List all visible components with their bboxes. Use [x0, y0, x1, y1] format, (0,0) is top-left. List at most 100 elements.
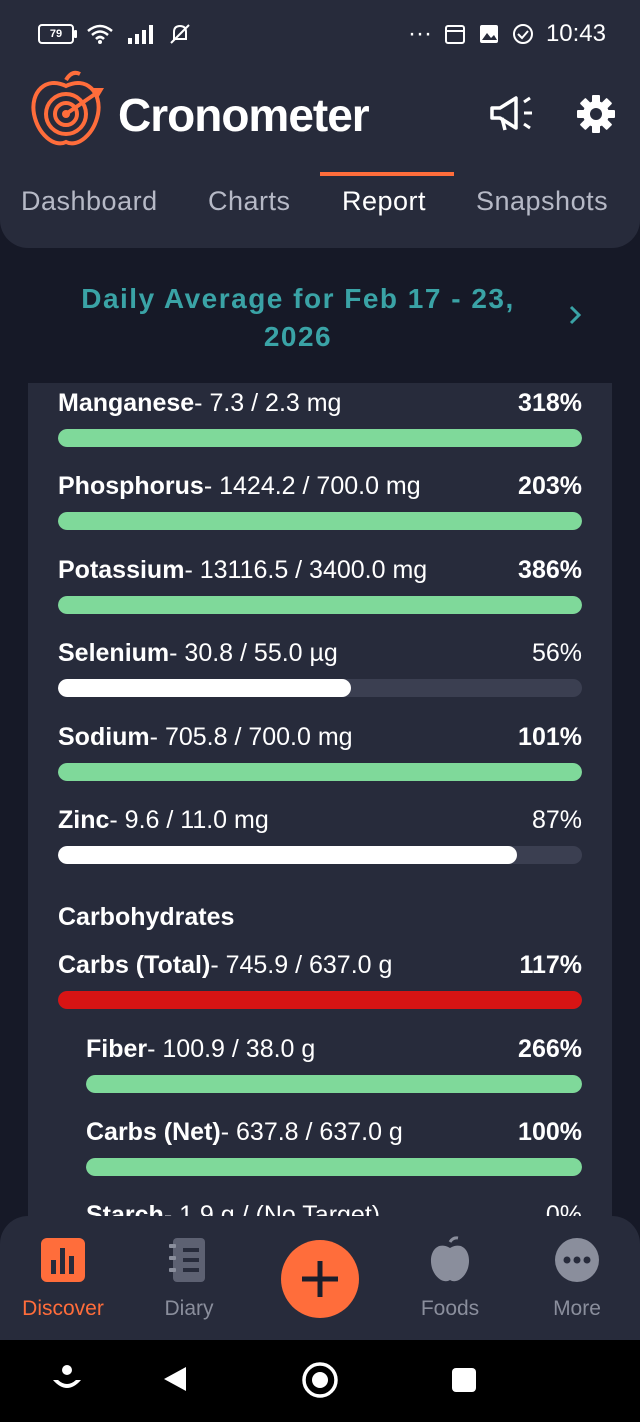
- nav-diary[interactable]: Diary: [134, 1236, 244, 1321]
- nav-foods[interactable]: Foods: [395, 1236, 505, 1321]
- progress-fill: [58, 595, 582, 614]
- progress-track: [86, 1158, 582, 1176]
- progress-track: [58, 679, 582, 698]
- progress-fill: [58, 679, 352, 698]
- status-right: ··· 10:43: [408, 20, 606, 48]
- nutrient-name: Starch: [86, 1201, 164, 1218]
- nutrient-percent: 100%: [518, 1118, 582, 1146]
- nutrient-amount: - 745.9 / 637.0 g: [210, 951, 393, 979]
- apple-icon: [430, 1236, 470, 1282]
- nav-foods-label: Foods: [420, 1297, 480, 1320]
- nutrient-percent: 87%: [531, 806, 582, 834]
- report-date-line1: Daily Average for Feb 17 - 23,: [81, 283, 515, 314]
- progress-track: [58, 512, 582, 531]
- nutrient-amount: - 13116.5 / 3400.0 mg: [184, 555, 428, 584]
- progress-fill: [86, 1075, 582, 1093]
- progress-track: [58, 846, 582, 864]
- progress-fill: [58, 429, 582, 447]
- tab-bar: Dashboard Charts Report Snapshots: [0, 178, 640, 248]
- nutrient-label: Zinc- 9.6 / 11.0 mg: [58, 806, 269, 835]
- nutrient-amount: - 705.8 / 700.0 mg: [149, 722, 353, 751]
- overflow-dots: ···: [407, 20, 432, 47]
- progress-fill: [58, 512, 582, 531]
- report-date-line2: 2026: [263, 321, 333, 352]
- system-navigation-bar: [0, 1340, 640, 1422]
- nutrient-name: Potassium: [58, 555, 185, 584]
- bottom-navigation: Discover Diary Foods More: [0, 1216, 640, 1340]
- nutrient-label: Manganese- 7.3 / 2.3 mg: [58, 389, 341, 418]
- gear-icon[interactable]: [576, 94, 616, 134]
- progress-track: [58, 991, 582, 1009]
- nutrient-label: Carbs (Net)- 637.8 / 637.0 g: [86, 1118, 403, 1147]
- nutrient-row[interactable]: Potassium- 13116.5 / 3400.0 mg 386%: [28, 556, 612, 636]
- status-bar: 79 ··· 10:43: [0, 0, 640, 70]
- nutrient-percent: 117%: [519, 951, 582, 979]
- more-icon: [555, 1238, 599, 1282]
- signal-icon: [128, 25, 153, 44]
- app-brand: Cronometer: [118, 89, 370, 141]
- nutrient-row[interactable]: Sodium- 705.8 / 700.0 mg 101%: [28, 723, 612, 803]
- megaphone-icon[interactable]: [488, 92, 536, 136]
- chart-icon: [41, 1238, 85, 1282]
- nutrient-label: Phosphorus- 1424.2 / 700.0 mg: [58, 472, 421, 501]
- nutrient-amount: - 637.8 / 637.0 g: [220, 1118, 403, 1146]
- nutrient-row[interactable]: Carbs (Total)- 745.9 / 637.0 g 117%: [28, 951, 612, 1031]
- home-icon[interactable]: [300, 1360, 340, 1400]
- tab-dashboard[interactable]: Dashboard: [21, 186, 158, 216]
- calendar-icon: [444, 25, 465, 44]
- section-title-carbohydrates: Carbohydrates: [58, 903, 235, 931]
- nutrient-name: Zinc: [58, 806, 110, 834]
- nav-discover-label: Discover: [22, 1297, 104, 1320]
- recents-icon[interactable]: [450, 1366, 478, 1394]
- nutrient-name: Carbs (Net): [86, 1118, 221, 1146]
- nutrient-percent: 56%: [531, 639, 582, 668]
- nutrient-percent: 318%: [518, 389, 582, 417]
- nutrient-label: Sodium- 705.8 / 700.0 mg: [58, 723, 353, 752]
- nutrient-percent: 0%: [545, 1201, 582, 1218]
- tab-report[interactable]: Report: [342, 186, 427, 216]
- nutrient-amount: - 100.9 / 38.0 g: [147, 1035, 316, 1063]
- nutrient-amount: - 1424.2 / 700.0 mg: [203, 472, 421, 501]
- assistant-icon[interactable]: [50, 1362, 84, 1396]
- tab-charts[interactable]: Charts: [208, 186, 291, 216]
- nutrient-name: Selenium: [58, 639, 170, 668]
- nutrient-amount: - 1.9 g / (No Target): [163, 1201, 381, 1218]
- nutrient-percent: 203%: [518, 472, 582, 501]
- progress-track: [58, 429, 582, 447]
- add-button[interactable]: [281, 1240, 359, 1318]
- check-circle-icon: [512, 24, 533, 44]
- nav-diary-label: Diary: [164, 1297, 214, 1320]
- report-date-title[interactable]: Daily Average for Feb 17 - 23, 2026: [60, 280, 536, 356]
- nutrient-row[interactable]: Zinc- 9.6 / 11.0 mg 87%: [28, 806, 612, 886]
- nutrient-row[interactable]: Phosphorus- 1424.2 / 700.0 mg 203%: [28, 472, 612, 552]
- chevron-right-icon[interactable]: [562, 302, 588, 328]
- nutrient-row[interactable]: Starch- 1.9 g / (No Target) 0%: [28, 1201, 612, 1218]
- mute-bell-icon: [170, 24, 190, 44]
- nutrient-label: Potassium- 13116.5 / 3400.0 mg: [58, 556, 427, 585]
- status-left: 79: [38, 22, 192, 46]
- nav-more[interactable]: More: [522, 1236, 632, 1321]
- nutrient-report-panel[interactable]: Manganese- 7.3 / 2.3 mg 318% Phosphorus- 1…: [28, 383, 612, 1218]
- back-icon[interactable]: [160, 1364, 190, 1394]
- tab-snapshots[interactable]: Snapshots: [476, 186, 609, 216]
- active-tab-indicator: [320, 172, 454, 176]
- battery-icon: 79: [38, 24, 77, 44]
- nutrient-name: Phosphorus: [58, 472, 204, 501]
- nutrient-name: Manganese: [58, 389, 195, 417]
- progress-track: [86, 1075, 582, 1093]
- nutrient-label: Carbs (Total)- 745.9 / 637.0 g: [58, 951, 392, 980]
- nutrient-row[interactable]: Manganese- 7.3 / 2.3 mg 318%: [28, 389, 612, 469]
- wifi-icon: [87, 24, 113, 44]
- nutrient-row[interactable]: Carbs (Net)- 637.8 / 637.0 g 100%: [28, 1118, 612, 1198]
- nutrient-row[interactable]: Selenium- 30.8 / 55.0 µg 56%: [28, 639, 612, 719]
- nutrient-row[interactable]: Fiber- 100.9 / 38.0 g 266%: [28, 1035, 612, 1115]
- progress-track: [58, 762, 582, 781]
- nutrient-label: Selenium- 30.8 / 55.0 µg: [58, 639, 338, 668]
- nutrient-amount: - 7.3 / 2.3 mg: [194, 389, 342, 417]
- notebook-icon: [169, 1238, 205, 1282]
- progress-fill: [86, 1158, 582, 1176]
- nav-discover[interactable]: Discover: [8, 1236, 118, 1321]
- nutrient-percent: 266%: [518, 1035, 582, 1063]
- nutrient-amount: - 30.8 / 55.0 µg: [169, 639, 338, 668]
- nutrient-label: Fiber- 100.9 / 38.0 g: [86, 1035, 315, 1064]
